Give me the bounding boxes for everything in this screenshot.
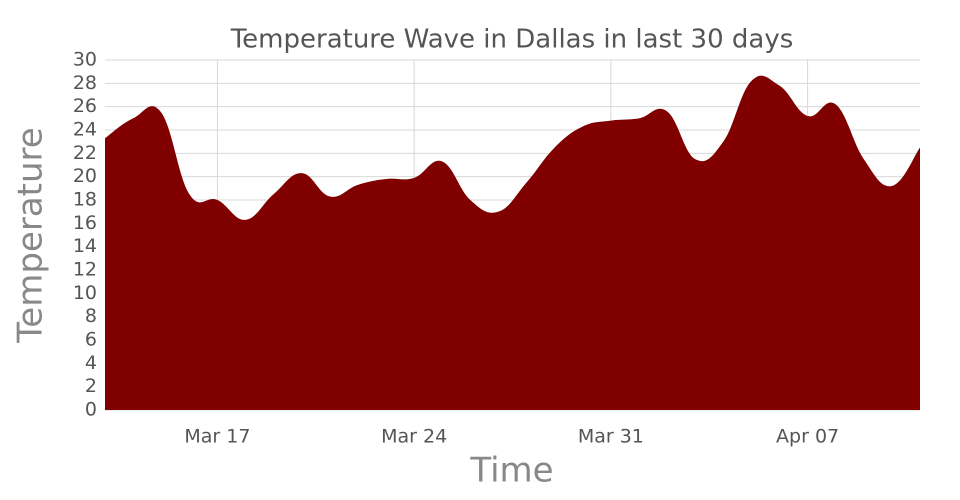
- y-axis-title: Temperature: [11, 127, 51, 343]
- y-tick-label: 20: [73, 165, 97, 187]
- y-tick-label: 18: [73, 189, 97, 211]
- area: [105, 75, 920, 410]
- x-axis-title: Time: [469, 451, 553, 491]
- y-tick-label: 16: [73, 212, 97, 234]
- y-tick-label: 26: [73, 95, 97, 117]
- y-tick-label: 28: [73, 72, 97, 94]
- y-tick-label: 24: [73, 119, 97, 141]
- y-tick-label: 14: [73, 235, 97, 257]
- y-tick-label: 0: [85, 399, 97, 421]
- x-tick-label: Apr 07: [776, 426, 839, 448]
- y-tick-label: 2: [85, 375, 97, 397]
- y-tick-label: 12: [73, 259, 97, 281]
- y-tick-label: 30: [73, 49, 97, 71]
- y-tick-label: 4: [85, 352, 97, 374]
- x-tick-label: Mar 24: [381, 426, 447, 448]
- y-tick-label: 10: [73, 282, 97, 304]
- y-tick-label: 8: [85, 305, 97, 327]
- y-tick-label: 6: [85, 329, 97, 351]
- x-tick-label: Mar 17: [184, 426, 250, 448]
- y-tick-label: 22: [73, 142, 97, 164]
- x-tick-label: Mar 31: [578, 426, 644, 448]
- chart-title: Temperature Wave in Dallas in last 30 da…: [230, 25, 794, 55]
